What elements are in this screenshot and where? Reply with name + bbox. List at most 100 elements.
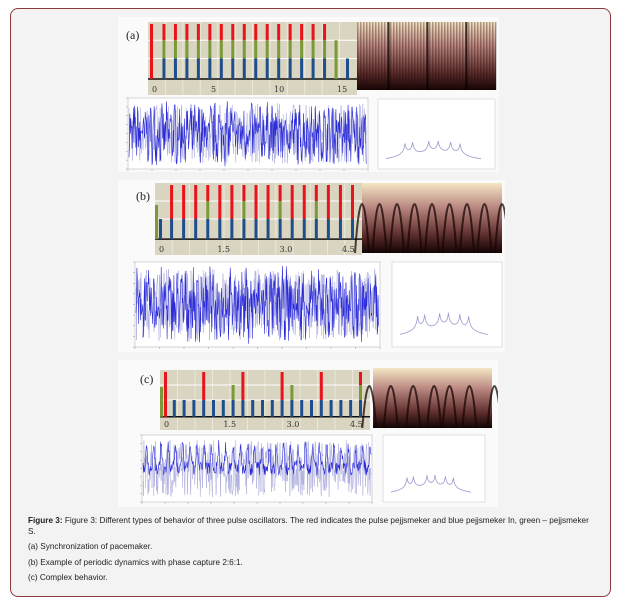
heatmap-stripe: [441, 22, 443, 90]
pulse-bar-blue: [206, 219, 210, 240]
heatmap-stripe: [444, 22, 446, 90]
pulse-bar-red: [206, 185, 210, 201]
pulse-bar-green: [231, 40, 235, 59]
pulse-bar-red: [170, 185, 174, 219]
heatmap-stripe: [384, 22, 386, 90]
panel-label: (b): [136, 189, 150, 203]
heatmap-arch: [459, 203, 475, 254]
heatmap-arch: [361, 385, 378, 429]
time-series-plot: [140, 434, 373, 504]
heatmap-stripe: [456, 22, 458, 90]
pulse-bar-green: [160, 387, 163, 417]
pulse-bar-green: [173, 40, 177, 59]
pulse-bar-blue: [278, 219, 282, 240]
heatmap-stripe: [435, 22, 437, 90]
pulse-bar-blue: [254, 219, 258, 240]
spectrum-trace: [399, 312, 489, 335]
pulse-bar-red: [351, 185, 354, 219]
pulse-bar-blue: [202, 400, 206, 417]
caption-item: (a) Synchronization of pacemaker.: [28, 542, 153, 551]
heatmap-stripe: [381, 22, 383, 90]
pulse-bar-green: [300, 40, 304, 59]
heatmap-arch: [354, 203, 370, 254]
caption-title: Figure 3:: [28, 516, 63, 525]
heatmap-stripe: [450, 22, 452, 90]
heatmap-stripe: [447, 22, 449, 90]
heatmap-stripe: [402, 22, 404, 90]
pulse-bar-blue: [241, 400, 245, 417]
pulse-bar-red: [359, 372, 362, 385]
pulse-bar-red: [288, 24, 292, 41]
heatmap-stripe: [390, 22, 392, 90]
pulse-bar-blue: [290, 400, 294, 417]
pulse-bar-blue: [242, 219, 246, 240]
pulse-bar-red: [277, 24, 281, 41]
pulse-bar-red: [326, 185, 330, 219]
pulse-bar-red: [231, 24, 235, 41]
pulse-chart: 0 5 10 15: [148, 22, 357, 95]
pulse-bar-blue: [338, 219, 342, 240]
pulse-bar-blue: [323, 58, 327, 79]
pulse-bar-green: [314, 201, 318, 219]
pulse-bar-green: [231, 385, 235, 400]
heatmap: [357, 22, 497, 90]
heatmap-stripe: [477, 22, 479, 90]
heatmap: [361, 368, 498, 429]
pulse-bar-blue: [326, 219, 330, 240]
pulse-bar-blue: [290, 219, 294, 240]
pulse-bar-blue: [277, 58, 281, 79]
pulse-bar-blue: [242, 58, 246, 79]
heatmap-stripe: [462, 22, 464, 90]
tick-label: 0: [152, 85, 157, 94]
tick-label: 10: [274, 85, 284, 94]
pulse-bar-red: [323, 24, 327, 41]
pulse-bar-blue: [349, 400, 353, 417]
pulse-bar-blue: [251, 400, 255, 417]
pulse-bar-green: [155, 205, 158, 240]
pulse-bar-blue: [310, 400, 313, 417]
panel-c: 0 1.5 3.0 4.5 (c): [118, 360, 498, 507]
panel-label: (c): [140, 372, 154, 386]
pulse-bar-green: [185, 40, 189, 59]
spectrum-plot: [377, 98, 496, 170]
pulse-bar-blue: [265, 58, 269, 79]
pulse-bar-blue: [346, 58, 349, 79]
heatmap-arch: [389, 203, 405, 254]
heatmap-stripe: [417, 22, 419, 90]
pulse-bar-blue: [270, 400, 274, 417]
pulse-bar-green: [334, 40, 338, 79]
pulse-bar-red: [314, 185, 318, 201]
heatmap-arch: [441, 385, 458, 429]
spectrum-plot: [382, 434, 486, 503]
pulse-bar-red: [202, 372, 206, 400]
pulse-bar-green: [208, 40, 212, 59]
pulse-bar-green: [196, 40, 200, 59]
pulse-bar-red: [265, 24, 269, 41]
pulse-bar-blue: [182, 400, 186, 417]
heatmap-stripe: [393, 22, 395, 90]
pulse-bar-red: [254, 185, 258, 219]
panel-graphics: 0 1.5 3.0 4.5: [133, 183, 505, 349]
pulse-bar-green: [219, 40, 223, 59]
pulse-bar-blue: [162, 58, 166, 79]
pulse-bar-blue: [254, 58, 258, 79]
pulse-bar-red: [338, 185, 342, 219]
pulse-bar-red: [164, 372, 167, 417]
heatmap-stripe: [480, 22, 482, 90]
pulse-bar-blue: [231, 58, 235, 79]
pulse-bar-blue: [288, 58, 292, 79]
pulse-bar-blue: [212, 400, 215, 417]
pulse-bar-blue: [194, 219, 198, 240]
caption-item: (c) Complex behavior.: [28, 573, 108, 582]
heatmap-stripe: [489, 22, 491, 90]
pulse-bar-blue: [300, 400, 304, 417]
pulse-bar-red: [182, 185, 186, 219]
pulse-bar-green: [242, 201, 246, 219]
pulse-bar-blue: [192, 400, 196, 417]
pulse-bar-red: [311, 24, 315, 41]
heatmap-arch: [494, 203, 505, 254]
heatmap-stripe: [438, 22, 440, 90]
pulse-bar-blue: [218, 219, 222, 240]
pulse-bar-red: [302, 185, 306, 219]
pulse-bar-red: [242, 185, 246, 201]
